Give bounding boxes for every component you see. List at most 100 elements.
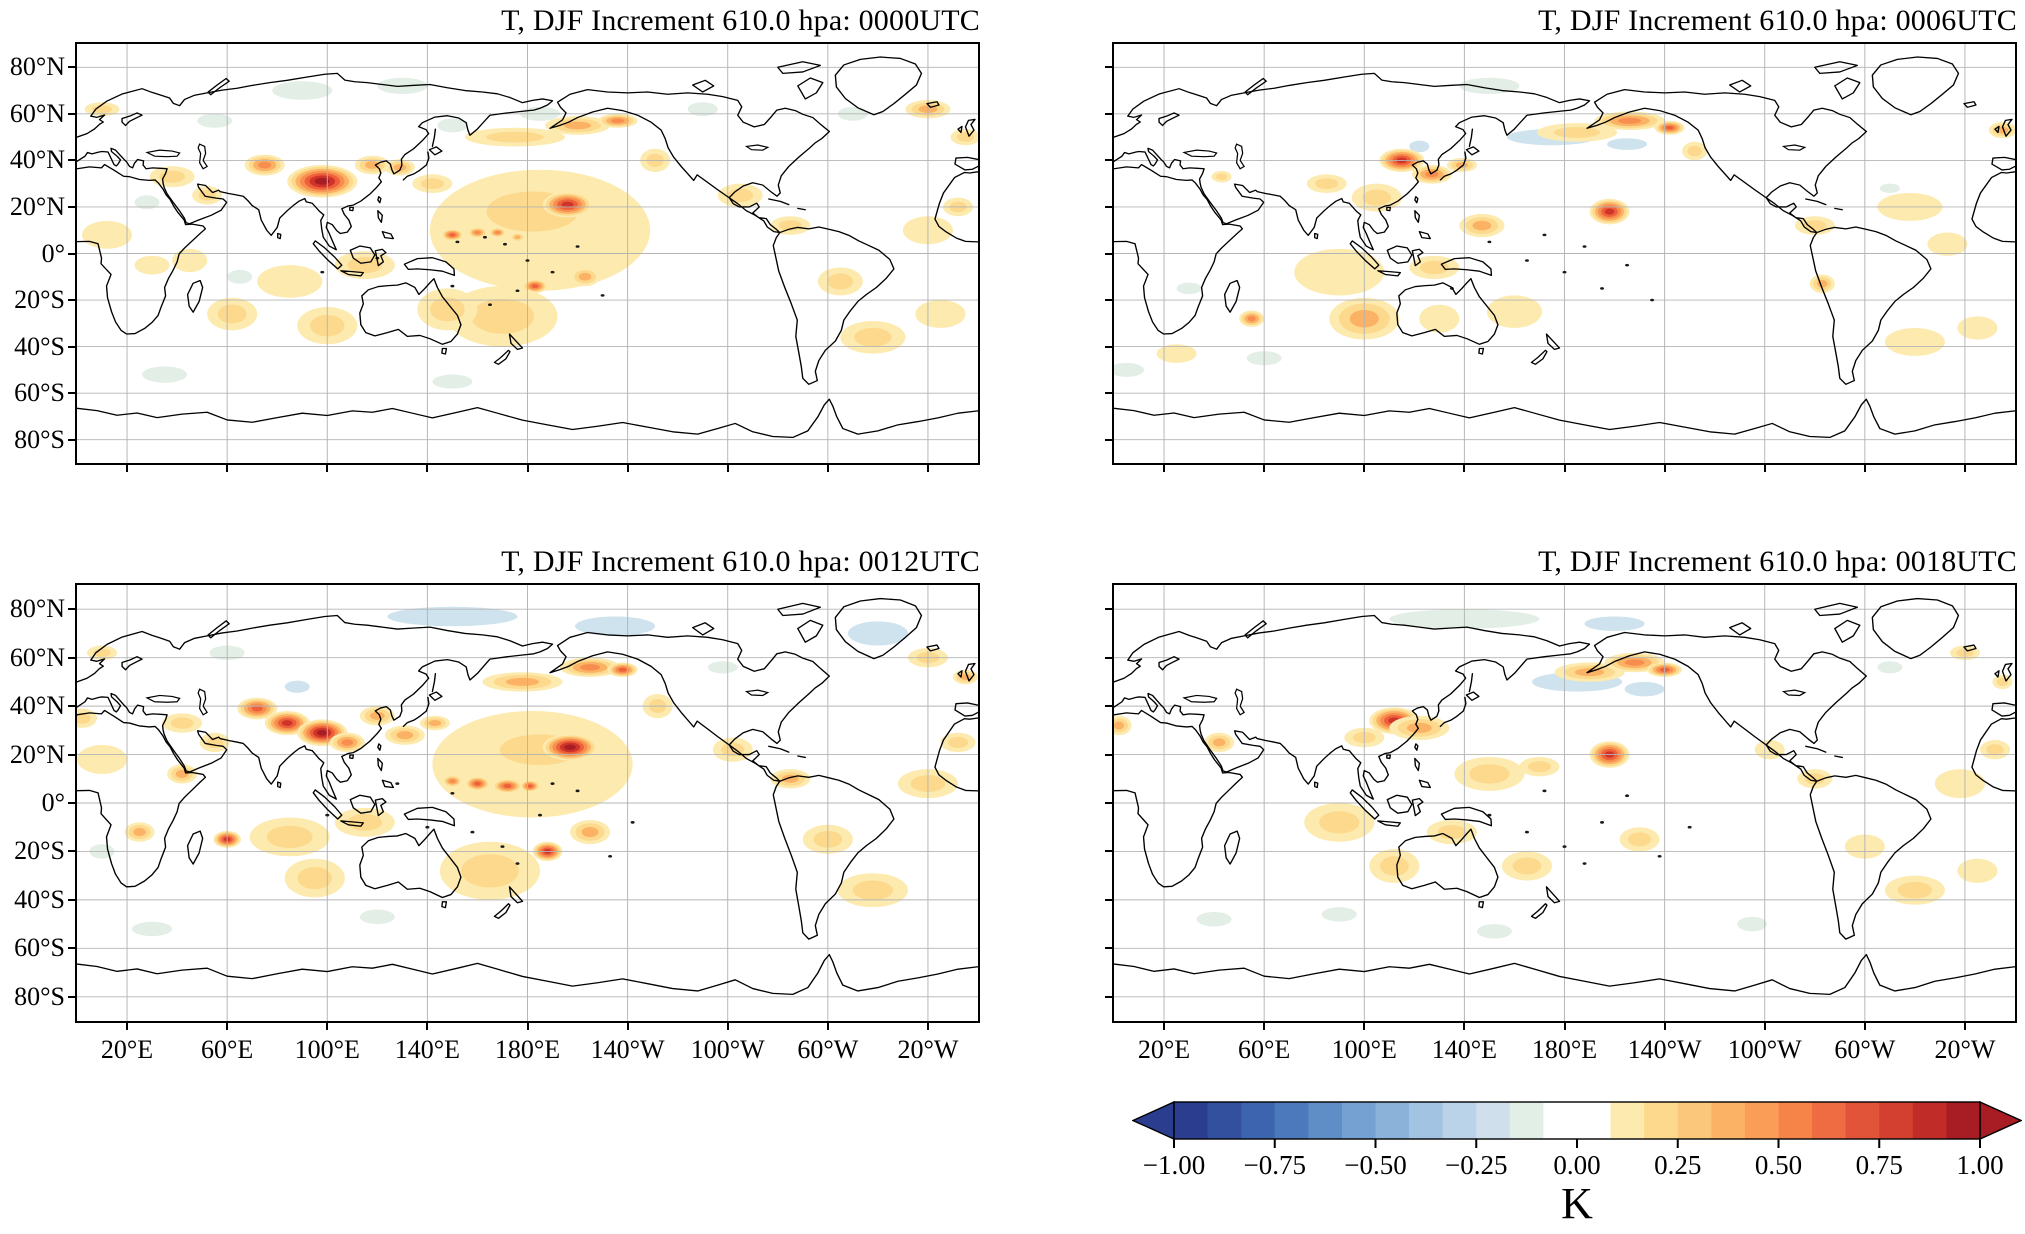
lon-tick-mark	[526, 463, 529, 472]
field-speckle	[487, 303, 492, 306]
negative-increment-blob	[1114, 362, 1145, 377]
positive-increment-blob	[82, 220, 133, 249]
field-speckle	[630, 821, 635, 824]
negative-increment-blob	[387, 606, 518, 627]
colorbar-segment	[1207, 1102, 1242, 1139]
positive-increment-blob	[1884, 327, 1945, 356]
positive-increment-blob	[473, 781, 481, 786]
coastline	[797, 77, 824, 100]
field-speckle	[600, 294, 605, 297]
lon-tick-mark	[1863, 1021, 1866, 1030]
field-speckle	[1487, 813, 1492, 817]
coastline	[772, 226, 895, 385]
graticule-gridlines	[1114, 44, 2015, 463]
field-speckle	[1562, 270, 1567, 274]
coastline	[349, 794, 376, 814]
lon-axis-label: 100°E	[1331, 1035, 1397, 1064]
coastline	[1158, 656, 1180, 671]
coastline	[441, 347, 448, 355]
negative-increment-blob	[707, 661, 738, 674]
coastline	[1114, 398, 2015, 439]
field-speckle	[320, 270, 325, 274]
positive-increment-blob	[852, 880, 894, 900]
coastline	[926, 101, 940, 108]
lat-tick-mark	[1105, 299, 1114, 302]
lon-tick-mark	[1363, 1021, 1366, 1030]
colorbar-segment	[1778, 1102, 1813, 1139]
positive-increment-blob	[1379, 856, 1409, 876]
negative-increment-blob	[1476, 924, 1512, 939]
coastline	[1396, 277, 1499, 345]
lon-axis-label: 20°E	[1137, 1035, 1191, 1064]
lat-tick-mark	[1105, 705, 1114, 708]
colorbar-tick-label: 0.75	[1855, 1150, 1903, 1180]
coastline	[954, 156, 978, 171]
coastline	[1411, 797, 1424, 817]
negative-increment-blob	[227, 269, 253, 284]
lon-axis-label: 140°W	[1627, 1035, 1702, 1064]
lake-outline	[197, 143, 209, 170]
positive-increment-blob	[347, 814, 383, 831]
lon-tick-mark	[1463, 463, 1466, 472]
coastline	[1971, 171, 2015, 243]
panel-title-0012utc: T, DJF Increment 610.0 hpa: 0012UTC	[501, 545, 980, 578]
positive-increment-blob	[1294, 248, 1385, 296]
lake-outline	[197, 688, 209, 716]
positive-increment-blob	[947, 736, 969, 749]
lake-outline	[1182, 149, 1218, 158]
lat-tick-mark	[1105, 159, 1114, 162]
coastline	[2001, 662, 2013, 682]
colorbar-tick-label: 0.25	[1654, 1150, 1702, 1180]
positive-increment-blob	[1315, 178, 1339, 190]
lon-tick-mark	[826, 1021, 829, 1030]
coastline	[1418, 230, 1432, 240]
coastline	[493, 903, 511, 919]
coastline	[508, 333, 524, 351]
positive-increment-blob	[1362, 189, 1392, 206]
colorbar-segment	[1845, 1102, 1880, 1139]
field-speckle	[525, 259, 530, 262]
field-speckle	[1524, 830, 1529, 834]
coastline	[1468, 672, 1474, 693]
coastline	[691, 79, 715, 93]
positive-increment-blob	[854, 327, 892, 347]
coastline	[1814, 61, 1859, 74]
positive-increment-blob	[341, 739, 354, 746]
positive-increment-blob	[527, 784, 533, 788]
positive-increment-blob	[461, 854, 519, 888]
lon-axis-label: 60°E	[201, 1035, 254, 1064]
positive-increment-blob	[1618, 117, 1642, 124]
positive-increment-blob	[1986, 744, 2004, 756]
positive-increment-blob	[1957, 858, 1998, 883]
coastline	[1114, 163, 1244, 335]
positive-increment-blob	[133, 828, 146, 837]
positive-increment-blob	[580, 664, 600, 671]
colorbar-tick-label: −1.00	[1142, 1150, 1206, 1180]
positive-increment-blob	[77, 744, 128, 774]
negative-increment-blob	[142, 366, 188, 383]
lon-tick-mark	[226, 1021, 229, 1030]
negative-increment-blob	[1737, 916, 1768, 932]
colorbar-tick-label: 0.00	[1553, 1150, 1601, 1180]
lat-tick-mark	[1105, 898, 1114, 901]
lon-axis-label: 140°E	[1431, 1035, 1498, 1064]
positive-increment-blob	[1212, 738, 1226, 747]
lat-axis-label: 60°N	[9, 642, 65, 672]
positive-increment-blob	[172, 248, 208, 273]
coastline	[1465, 146, 1480, 156]
lon-axis-label: 100°W	[690, 1035, 765, 1064]
field-speckle	[1562, 845, 1567, 848]
field-speckle	[1524, 259, 1529, 262]
lon-tick-mark	[326, 1021, 329, 1030]
positive-increment-blob	[1425, 171, 1439, 178]
lon-axis-label: 180°E	[494, 1035, 561, 1064]
positive-increment-blob	[316, 729, 328, 736]
positive-increment-blob	[1215, 173, 1228, 181]
lat-axis-label: 40°S	[14, 884, 65, 914]
coastline	[549, 88, 831, 234]
coastline	[1465, 691, 1480, 701]
colorbar-over-arrow	[1979, 1100, 2022, 1141]
coastline	[1314, 781, 1319, 789]
coastline	[1834, 755, 1843, 759]
colorbar-tick-label: −0.50	[1344, 1150, 1407, 1180]
